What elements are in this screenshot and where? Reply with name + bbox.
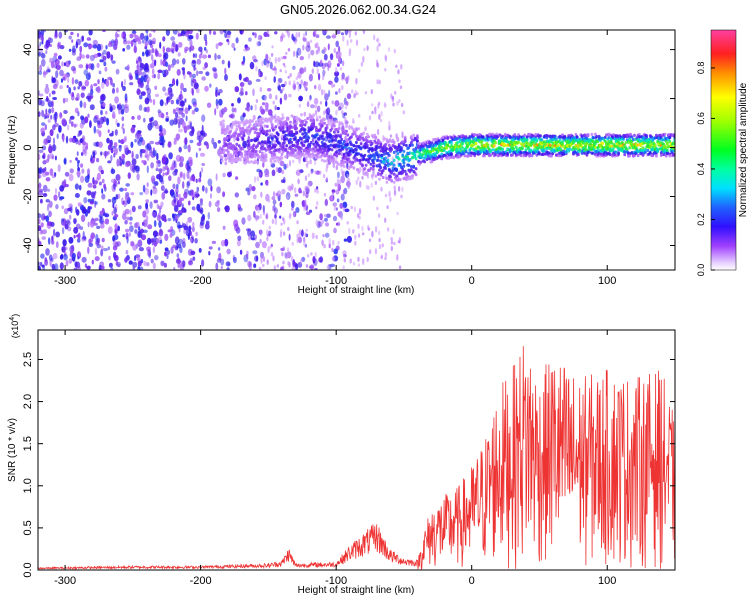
snr-scale-suffix: ) bbox=[10, 314, 20, 317]
colorbar-tick-label: 0.8 bbox=[696, 62, 706, 75]
snr-y-tick-label: 2.5 bbox=[22, 352, 34, 367]
colorbar-label: Normalized spectral amplitude bbox=[738, 82, 749, 217]
snr-y-label: SNR (10 * v/v) bbox=[7, 418, 18, 482]
colorbar-gradient bbox=[711, 30, 736, 270]
spectrogram-y-tick-label: 20 bbox=[22, 92, 34, 104]
snr-y-tick-label: 1.5 bbox=[22, 436, 34, 451]
spectrogram-y-label: Frequency (Hz) bbox=[7, 116, 18, 185]
spectrogram-y-tick-label: -20 bbox=[22, 189, 34, 205]
colorbar-tick-label: 0.2 bbox=[696, 213, 706, 226]
snr-x-tick-label: -300 bbox=[54, 575, 76, 587]
spectrogram-y-tick-label: 40 bbox=[22, 43, 34, 55]
snr-x-tick-label: -200 bbox=[190, 575, 212, 587]
spectrogram-x-tick-label: -300 bbox=[54, 275, 76, 287]
colorbar: 0.0 0.2 0.4 0.6 0.8 Normalized spectral ampl… bbox=[696, 30, 749, 276]
snr-y-tick-label: 0.5 bbox=[22, 520, 34, 535]
snr-scale-label: (x10 bbox=[10, 321, 20, 339]
snr-x-tick-label: 0 bbox=[469, 575, 475, 587]
spectrogram-y-tick-label: -40 bbox=[22, 238, 34, 254]
snr-x-tick-label: 100 bbox=[598, 575, 616, 587]
spectrogram-x-tick-label: 0 bbox=[469, 275, 475, 287]
snr-y-tick-label: 1.0 bbox=[22, 478, 34, 493]
spectrogram-x-label: Height of straight line (km) bbox=[298, 285, 415, 296]
colorbar-tick-label: 0.0 bbox=[696, 264, 706, 277]
snr-y-tick-label: 0.0 bbox=[22, 562, 34, 577]
colorbar-tick-label: 0.6 bbox=[696, 112, 706, 125]
snr-scale-factor: (x104) bbox=[9, 314, 20, 338]
colorbar-tick-label: 0.4 bbox=[696, 163, 706, 176]
page-title: GN05.2026.062.00.34.G24 bbox=[0, 2, 716, 17]
spectrogram-y-tick-label: 0 bbox=[22, 144, 34, 150]
snr-y-tick-label: 2.0 bbox=[22, 394, 34, 409]
snr-x-label: Height of straight line (km) bbox=[298, 585, 415, 596]
spectrogram-x-tick-label: -200 bbox=[190, 275, 212, 287]
spectrogram-x-tick-label: 100 bbox=[598, 275, 616, 287]
